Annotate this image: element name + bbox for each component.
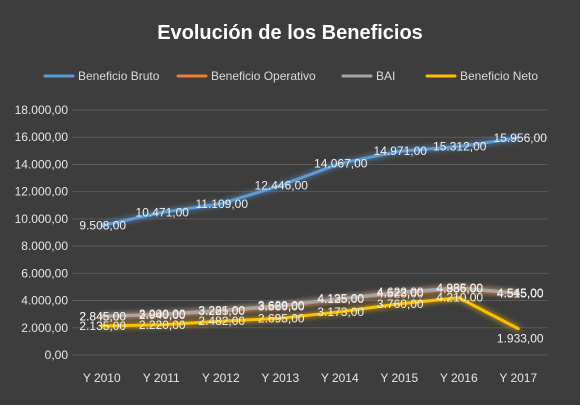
data-label: 3.281,00	[198, 303, 245, 317]
y-tick-label: 6.000,00	[21, 266, 68, 280]
data-label: 4.135,00	[317, 292, 364, 306]
data-label: 9.508,00	[79, 219, 126, 233]
y-tick-label: 2.000,00	[21, 321, 68, 335]
y-tick-label: 8.000,00	[21, 239, 68, 253]
data-label: 15.312,00	[433, 140, 487, 154]
chart-title: Evolución de los Beneficios	[157, 22, 423, 44]
data-label: 10.471,00	[136, 205, 190, 219]
data-label: 4.886,00	[436, 281, 483, 295]
data-label: 2.135,00	[79, 319, 126, 333]
x-tick-label: Y 2010	[83, 371, 121, 385]
y-tick-label: 18.000,00	[15, 103, 69, 117]
y-tick-label: 14.000,00	[15, 157, 69, 171]
legend-label: BAI	[376, 69, 395, 83]
data-label: 2.482,00	[198, 314, 245, 328]
data-label: 4.515,00	[497, 287, 544, 301]
data-label: 4.622,00	[377, 285, 424, 299]
legend-label: Beneficio Bruto	[78, 69, 160, 83]
data-label: 14.067,00	[314, 157, 368, 171]
data-label: 2.940,00	[139, 308, 186, 322]
series-line-4	[100, 296, 520, 331]
y-axis: 0,00 2.000,00 4.000,00 6.000,00 8.000,00 10.0…	[15, 103, 69, 362]
legend: Beneficio Bruto Beneficio Operativo BAI Ben…	[43, 69, 538, 83]
data-label: 3.173,00	[317, 305, 364, 319]
data-label: 4.935,00	[436, 281, 483, 295]
legend-label: Beneficio Neto	[460, 69, 538, 83]
data-label: 4.545,00	[497, 286, 544, 300]
data-label: 11.109,00	[196, 197, 249, 211]
x-axis: Y 2010 Y 2011 Y 2012 Y 2013 Y 2014 Y 2015 Y 20…	[83, 371, 538, 385]
series-line-1	[100, 136, 520, 228]
y-tick-label: 16.000,00	[15, 130, 69, 144]
grid	[72, 109, 548, 356]
data-label: 12.446,00	[255, 179, 309, 193]
x-tick-label: Y 2017	[499, 371, 537, 385]
x-tick-label: Y 2012	[202, 371, 240, 385]
data-label: 2.220,00	[139, 318, 186, 332]
data-label: 3.760,00	[377, 297, 424, 311]
x-tick-label: Y 2011	[143, 371, 180, 385]
series-line-3	[100, 286, 520, 318]
data-labels: 9.508,00 10.471,00 11.109,00 12.446,00 14.06…	[79, 131, 547, 346]
x-tick-label: Y 2016	[440, 371, 478, 385]
y-tick-label: 12.000,00	[15, 185, 69, 199]
data-label: 15.956,00	[494, 131, 548, 145]
x-tick-label: Y 2015	[380, 371, 418, 385]
data-label: 2.845,00	[79, 309, 126, 323]
data-label: 14.971,00	[374, 144, 428, 158]
x-tick-label: Y 2014	[321, 371, 359, 385]
data-label: 2.845,00	[79, 309, 126, 323]
data-label: 2.695,00	[258, 311, 305, 325]
y-tick-label: 4.000,00	[21, 294, 68, 308]
y-tick-label: 10.000,00	[15, 212, 69, 226]
legend-label: Beneficio Operativo	[211, 69, 316, 83]
y-tick-label: 0,00	[45, 348, 69, 362]
data-label: 4.125,00	[317, 292, 364, 306]
series-group	[100, 136, 520, 331]
data-label: 3.629,00	[258, 299, 305, 313]
data-label: 1.933,00	[497, 332, 544, 346]
data-label: 4.523,00	[377, 286, 424, 300]
data-label: 4.210,00	[436, 291, 483, 305]
data-label: 3.225,00	[198, 304, 245, 318]
x-tick-label: Y 2013	[261, 371, 299, 385]
data-label: 3.000,00	[139, 307, 186, 321]
data-label: 3.560,00	[258, 300, 305, 314]
